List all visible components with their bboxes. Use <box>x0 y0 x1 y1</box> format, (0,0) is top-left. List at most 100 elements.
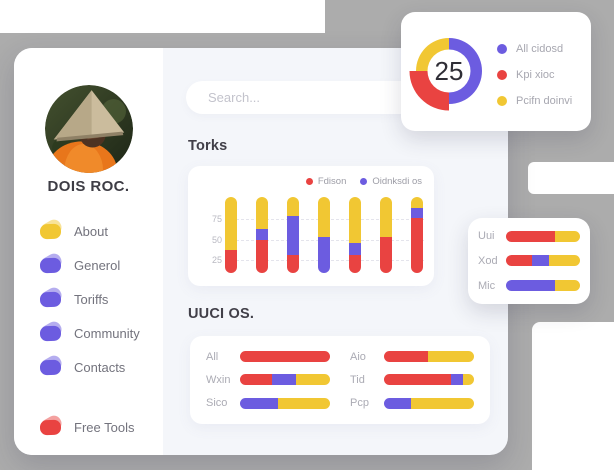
search-input[interactable] <box>186 81 434 114</box>
hbar-segment-purple <box>531 255 549 267</box>
hbar-label: Mic <box>478 279 496 292</box>
hbar-segment-yellow <box>295 374 330 386</box>
hbar-track <box>240 374 330 386</box>
hbar-segment-yellow <box>428 351 474 363</box>
hbar-segment-yellow <box>463 374 474 386</box>
hbar-segment-red <box>506 255 532 267</box>
hbar-row-sico: Sico <box>206 397 330 409</box>
stacked-bar <box>256 197 268 273</box>
hbar-label: Xod <box>478 254 498 267</box>
donut-legend-label: All cidosd <box>516 43 564 55</box>
hbar-label: Tid <box>350 373 365 386</box>
stacked-bar <box>225 197 237 273</box>
sidebar-item-generol[interactable]: Generol <box>14 248 163 282</box>
donut-slice-yellow <box>416 38 449 71</box>
hbar-track <box>506 280 580 292</box>
donut-chart <box>401 23 497 119</box>
white-background-notch-upper <box>528 162 614 194</box>
uuci-card: All Wxin Sico Aio Tid Pcp <box>190 336 490 424</box>
bar-segment-purple <box>256 228 268 241</box>
y-axis-tick: 25 <box>211 255 222 265</box>
hbar-row-pcp: Pcp <box>350 397 474 409</box>
bar-segment-red <box>256 240 268 273</box>
hbar-segment-yellow <box>554 230 580 242</box>
sidebar-item-free-tools[interactable]: Free Tools <box>14 410 163 444</box>
sidebar-item-label: Community <box>74 325 140 341</box>
bar-segment-purple <box>411 207 423 219</box>
sidebar-item-about[interactable]: About <box>14 214 163 248</box>
donut-legend-label: Pcifn doinvi <box>516 95 573 107</box>
legend-dot-icon <box>305 178 313 185</box>
community-blob-icon <box>39 325 62 341</box>
bar-segment-yellow <box>256 197 268 229</box>
y-axis-tick: 75 <box>211 214 222 224</box>
stacked-bar <box>349 197 361 273</box>
hbar-track <box>384 397 474 409</box>
hbar-track <box>384 351 474 363</box>
donut-legend-item-all-cidosd: All cidosd <box>497 36 572 62</box>
hbar-row-uui: Uui <box>478 230 580 242</box>
hbar-label: Wxin <box>206 373 231 386</box>
donut-slice-red <box>409 71 449 111</box>
bar-segment-yellow <box>349 197 361 244</box>
hbar-segment-purple <box>450 374 464 386</box>
stacked-bar <box>380 197 392 273</box>
hbar-segment-red <box>506 230 555 242</box>
donut-legend-dot-icon <box>497 70 507 80</box>
hbar-segment-purple <box>272 374 296 386</box>
hbar-row-aio: Aio <box>350 351 474 363</box>
contacts-blob-icon <box>39 359 62 375</box>
sidebar-item-label: About <box>74 223 108 239</box>
stacked-bar <box>287 197 299 273</box>
hbar-segment-red <box>384 374 451 386</box>
hbar-segment-purple <box>506 280 555 292</box>
hbar-row-xod: Xod <box>478 255 580 267</box>
sidebar-item-toriffs[interactable]: Toriffs <box>14 282 163 316</box>
hbar-segment-red <box>384 351 429 363</box>
sidebar-item-label: Free Tools <box>74 419 135 435</box>
hbar-label: Sico <box>206 397 228 410</box>
bar-segment-yellow <box>225 197 237 251</box>
avatar-illustration <box>45 85 133 173</box>
torks-chart-legend: Fdison Oidnksdi os <box>305 176 422 187</box>
hbar-segment-purple <box>384 397 411 409</box>
hbar-segment-yellow <box>548 255 580 267</box>
sidebar-item-contacts[interactable]: Contacts <box>14 350 163 384</box>
bar-segment-yellow <box>318 197 330 237</box>
about-blob-icon <box>39 223 62 239</box>
donut-legend: All cidosd Kpi xioc Pcifn doinvi <box>497 36 572 114</box>
sidebar-item-community[interactable]: Community <box>14 316 163 350</box>
hbar-track <box>240 351 330 363</box>
sidebar-item-label: Toriffs <box>74 291 109 307</box>
white-background-notch-lower <box>532 322 614 470</box>
hbar-segment-yellow <box>277 397 330 409</box>
hbar-label: Uui <box>478 230 495 243</box>
dashboard-card: DOIS ROC. About Generol Toriffs Community Co… <box>14 48 508 455</box>
hbar-segment-red <box>240 374 273 386</box>
bar-segment-yellow <box>380 197 392 237</box>
hbar-track <box>506 230 580 242</box>
torks-chart-card: Fdison Oidnksdi os 75 50 25 <box>188 166 434 286</box>
sidebar: DOIS ROC. About Generol Toriffs Community Co… <box>14 48 163 455</box>
hbar-label: All <box>206 350 219 363</box>
legend-dot-icon <box>360 178 368 185</box>
sidebar-item-label: Generol <box>74 257 121 273</box>
bar-segment-yellow <box>287 197 299 217</box>
hbar-row-tid: Tid <box>350 374 474 386</box>
donut-legend-item-pcifn-doinvi: Pcifn doinvi <box>497 88 572 114</box>
bar-segment-purple <box>349 243 361 255</box>
sidebar-item-label: Contacts <box>74 359 126 375</box>
bar-segment-red <box>349 254 361 273</box>
uuci-right-column: Aio Tid Pcp <box>350 345 474 415</box>
free-tools-blob-icon <box>39 419 62 435</box>
donut-stat-card: 25 All cidosd Kpi xioc Pcifn doinvi <box>401 12 591 131</box>
uuci-left-column: All Wxin Sico <box>206 345 330 415</box>
sidebar-menu: About Generol Toriffs Community Contacts <box>14 214 163 384</box>
donut-legend-item-kpi-xioc: Kpi xioc <box>497 62 572 88</box>
donut-legend-dot-icon <box>497 96 507 106</box>
bar-segment-yellow <box>411 197 423 208</box>
hbar-track <box>384 374 474 386</box>
bar-segment-red <box>225 250 237 273</box>
hbar-track <box>240 397 330 409</box>
